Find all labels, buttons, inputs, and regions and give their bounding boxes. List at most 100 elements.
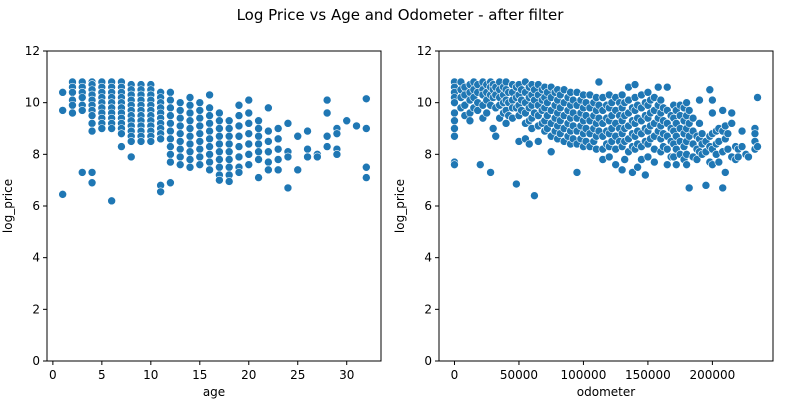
odometer-xtick-label: 0	[451, 368, 459, 382]
age-point	[322, 142, 332, 151]
age-point	[215, 155, 224, 164]
age-point	[322, 95, 332, 105]
age-point	[117, 142, 126, 151]
age-xtick-label: 10	[143, 368, 158, 382]
age-point	[342, 116, 352, 126]
odometer-point	[594, 77, 604, 87]
age-point	[58, 106, 67, 115]
age-point	[195, 98, 205, 107]
odometer-point	[695, 119, 704, 128]
age-point	[254, 155, 263, 164]
age-point	[264, 137, 273, 146]
age-point	[244, 139, 254, 149]
odometer-ylabel: log_price	[393, 179, 407, 233]
age-point	[224, 131, 234, 141]
age-point	[175, 121, 185, 131]
age-point	[322, 108, 332, 118]
age-point	[362, 173, 371, 182]
age-point	[175, 144, 185, 154]
age-point	[205, 111, 214, 120]
odometer-point	[604, 152, 614, 162]
age-point	[273, 144, 283, 154]
age-point	[175, 106, 185, 115]
age-point	[185, 155, 195, 164]
age-point	[175, 129, 185, 138]
age-point	[224, 116, 234, 126]
odometer-point	[662, 160, 672, 169]
age-point	[68, 88, 77, 97]
age-point	[283, 119, 293, 128]
odometer-ytick-label: 0	[424, 354, 432, 368]
odometer-point	[486, 168, 495, 177]
age-point	[185, 124, 195, 133]
odometer-point	[718, 106, 728, 115]
odometer-point	[727, 108, 737, 118]
age-point	[175, 98, 185, 107]
age-point	[166, 95, 175, 105]
age-point	[244, 150, 254, 159]
age-point	[107, 196, 116, 206]
odometer-xlabel: odometer	[577, 385, 635, 399]
age-point	[195, 113, 205, 123]
age-ytick-label: 4	[32, 251, 40, 265]
age-point	[185, 93, 195, 102]
age-point	[195, 152, 205, 162]
odometer-point	[643, 152, 653, 162]
age-point	[166, 119, 175, 128]
age-point	[254, 116, 263, 126]
age-xtick-label: 30	[339, 368, 354, 382]
age-point	[195, 144, 205, 154]
odometer-point	[662, 144, 672, 154]
age-xtick-label: 25	[290, 368, 305, 382]
age-point	[156, 134, 165, 144]
age-point	[87, 126, 97, 136]
odometer-point	[450, 160, 459, 169]
odometer-point	[723, 144, 733, 154]
age-point	[87, 111, 97, 120]
age-point	[215, 162, 224, 172]
age-ytick-label: 10	[25, 96, 40, 110]
age-point	[185, 131, 195, 141]
age-point	[215, 124, 224, 133]
odometer-point	[572, 168, 582, 177]
odometer-point	[695, 95, 704, 105]
age-point	[107, 124, 116, 133]
odometer-point	[662, 82, 672, 92]
age-point	[68, 100, 77, 110]
age-point	[264, 103, 273, 113]
age-xtick-label: 20	[241, 368, 256, 382]
odometer-point	[708, 95, 717, 105]
odometer-point	[753, 142, 762, 151]
age-point	[283, 183, 293, 193]
age-point	[362, 94, 371, 104]
age-point	[234, 111, 244, 120]
age-point	[224, 177, 234, 186]
age-point	[156, 187, 165, 197]
odometer-point	[450, 108, 459, 118]
odometer-point	[482, 108, 492, 118]
odometer-point	[727, 119, 737, 128]
age-point	[234, 121, 244, 131]
age-point	[205, 119, 214, 128]
odometer-point	[630, 80, 640, 89]
odometer-point	[611, 160, 620, 169]
age-point	[205, 142, 214, 151]
odometer-point	[705, 85, 715, 95]
age-plot-frame	[46, 50, 382, 362]
age-point	[254, 139, 263, 149]
odometer-point	[682, 98, 691, 107]
odometer-xtick-label: 200000	[689, 368, 735, 382]
age-point	[77, 93, 87, 102]
odometer-point	[628, 168, 637, 177]
odometer-ytick-label: 6	[424, 199, 432, 213]
age-point	[166, 111, 175, 120]
age-point	[166, 142, 175, 151]
figure-suptitle: Log Price vs Age and Odometer - after fi…	[237, 6, 565, 24]
odometer-xtick-label: 150000	[625, 368, 671, 382]
odometer-point	[737, 142, 747, 151]
age-point	[166, 103, 175, 113]
age-point	[362, 124, 371, 133]
age-point	[224, 155, 234, 164]
age-point	[332, 129, 342, 138]
age-point	[303, 144, 312, 154]
